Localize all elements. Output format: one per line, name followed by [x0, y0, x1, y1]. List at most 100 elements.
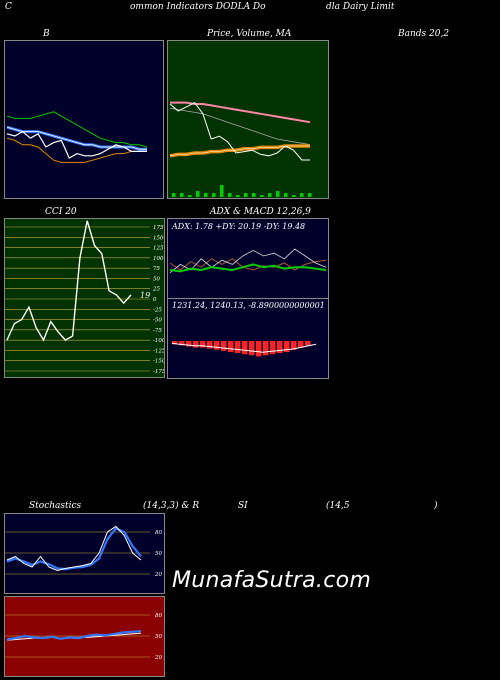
- cci-tick-label: -100: [153, 338, 164, 344]
- cci-tick-label: -75: [153, 328, 162, 334]
- cci-chart: 175 150 125 100 75 50 25 0 -25 -50 -75 -100 -125 -150…: [5, 220, 166, 375]
- rsi-line: [6, 630, 142, 641]
- macd-histogram-bar: [242, 341, 248, 355]
- ma-short-line: [169, 107, 311, 145]
- volume-bar: [236, 195, 240, 197]
- plus-di-line: [169, 248, 327, 274]
- stoch-title-5: ): [434, 501, 438, 511]
- rsi-panel: 80 50 20: [4, 596, 165, 677]
- header-part-3: dla Dairy Limit: [326, 2, 395, 12]
- macd-chart: 1231.24, 1240.13, -8.8900000000001: [171, 301, 325, 357]
- macd-histogram-bar: [284, 341, 290, 352]
- volume-bar: [268, 193, 272, 197]
- macd-histogram-bar: [221, 341, 227, 351]
- price-ma-panel: [167, 40, 329, 199]
- volume-bar: [244, 193, 248, 197]
- cci-tick-label: -125: [153, 348, 164, 354]
- adx-line: [169, 263, 327, 273]
- macd-histogram-bar: [270, 341, 276, 355]
- volume-bar: [204, 193, 208, 197]
- macd-histogram-bar: [277, 341, 283, 354]
- volume-bar: [308, 193, 312, 197]
- ma-orange-highlight: [169, 145, 310, 157]
- macd-histogram-bar: [298, 341, 304, 348]
- adx-macd-title: ADX & MACD 12,26,9: [210, 207, 311, 217]
- volume-bar: [228, 193, 232, 197]
- macd-histogram-bar: [186, 341, 192, 347]
- bb-lower-line: [6, 137, 147, 163]
- stoch-k-line: [6, 525, 142, 572]
- macd-readout: 1231.24, 1240.13, -8.8900000000001: [172, 301, 325, 310]
- volume-bar: [180, 193, 184, 197]
- macd-histogram-bar: [291, 341, 297, 350]
- macd-histogram-bar: [249, 341, 255, 356]
- stoch-title-1: Stochastics: [29, 501, 82, 511]
- stoch-d-line: [6, 527, 142, 571]
- volume-bar: [212, 193, 216, 197]
- macd-histogram-bar: [193, 341, 199, 348]
- macd-histogram-bar: [200, 341, 206, 348]
- stoch-title-2: (14,3,3) & R: [143, 501, 200, 511]
- ma-long-line: [170, 101, 311, 124]
- macd-histogram-bar: [207, 341, 213, 349]
- macd-histogram-bar: [228, 341, 234, 352]
- cci-tick-label: 150: [153, 235, 164, 241]
- macd-histogram-bar: [172, 341, 178, 345]
- volume-bar: [276, 191, 280, 197]
- volume-bar: [196, 191, 200, 197]
- adx-readout: ADX: 1.78 +DY: 20.19 -DY: 19.48: [171, 222, 305, 231]
- macd-histogram-bar: [214, 341, 220, 350]
- price-ma-chart: [169, 101, 312, 197]
- cci-tick-label: 0: [153, 297, 157, 303]
- volume-bar: [188, 195, 192, 197]
- volume-bar: [260, 195, 264, 197]
- cci-tick-label: 25: [152, 287, 160, 293]
- rsi-chart: 80 50 20: [5, 613, 162, 661]
- bb-middle-line: [6, 125, 147, 151]
- rsi-tick-label: 50: [155, 634, 162, 640]
- watermark: MunafaSutra.com: [172, 568, 372, 593]
- macd-panel: 1231.24, 1240.13, -8.8900000000001: [167, 298, 329, 379]
- volume-bar: [172, 193, 176, 197]
- volume-bar: [284, 193, 288, 197]
- stoch-title-4: (14,5: [326, 501, 350, 511]
- bollinger-panel: [4, 40, 164, 199]
- macd-histogram-bar: [305, 341, 311, 346]
- macd-histogram-bar: [263, 341, 269, 356]
- macd-histogram-bar: [256, 341, 262, 357]
- cci-tick-label: 175: [153, 225, 164, 231]
- rsi-tick-label: 20: [154, 655, 162, 661]
- cci-tick-label: -25: [153, 307, 162, 313]
- cci-tick-label: -150: [153, 359, 164, 365]
- macd-line: [171, 342, 317, 353]
- bands-title: Bands 20,2: [398, 29, 450, 39]
- cci-tick-label: -175: [153, 369, 164, 375]
- macd-histogram-bar: [179, 341, 185, 346]
- stochastics-panel: 80 50 20: [4, 513, 165, 594]
- adx-panel: ADX: 1.78 +DY: 20.19 -DY: 19.48: [167, 218, 329, 299]
- rsi-tick-label: 80: [155, 613, 162, 619]
- stoch-tick-label: 50: [155, 551, 162, 557]
- cci-tick-label: 50: [153, 276, 160, 282]
- stochastics-chart: 80 50 20: [5, 525, 162, 578]
- header-part-2: ommon Indicators DODLA Do: [130, 2, 266, 12]
- bollinger-chart: [6, 111, 148, 163]
- stoch-tick-label: 20: [154, 572, 162, 578]
- adx-chart: ADX: 1.78 +DY: 20.19 -DY: 19.48: [169, 222, 327, 274]
- bollinger-title: B: [43, 29, 50, 39]
- cci-tick-label: 75: [153, 266, 160, 272]
- bb-upper-line: [6, 111, 148, 148]
- cci-tick-label: -50: [153, 318, 162, 324]
- volume-bar: [292, 195, 296, 197]
- cci-last-value: 19: [140, 291, 150, 300]
- price-ma-title: Price, Volume, MA: [207, 29, 292, 39]
- macd-histogram-bar: [235, 341, 241, 354]
- stoch-tick-label: 80: [155, 530, 162, 536]
- cci-title: CCI 20: [45, 207, 77, 217]
- header-part-1: C: [5, 2, 12, 12]
- price-line: [169, 101, 310, 161]
- cci-panel: 175 150 125 100 75 50 25 0 -25 -50 -75 -100 -125 -150…: [4, 218, 166, 378]
- cci-tick-label: 125: [153, 246, 164, 252]
- cci-tick-label: 100: [153, 256, 164, 262]
